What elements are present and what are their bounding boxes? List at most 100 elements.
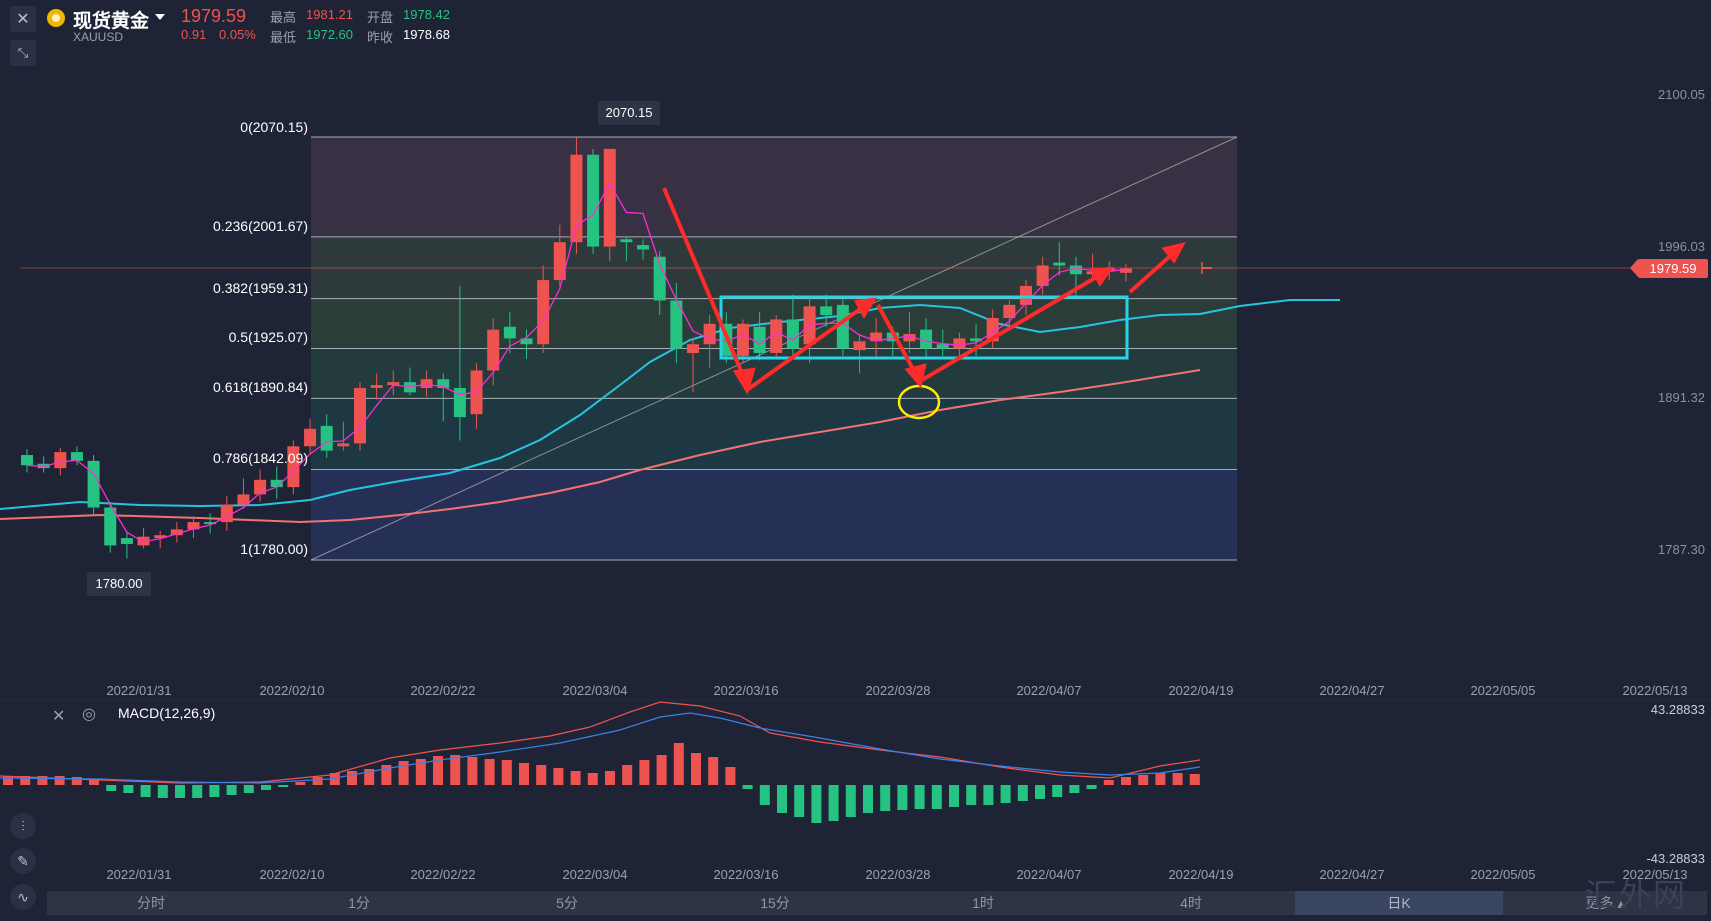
date-axis-tick: 2022/05/05 — [1470, 683, 1536, 698]
macd-bar — [1069, 785, 1080, 793]
candle-body — [770, 319, 783, 353]
macd-bar — [450, 755, 461, 785]
timeframe-tab[interactable]: 15分 — [760, 895, 790, 911]
low-value: 1972.60 — [306, 27, 353, 42]
close-icon[interactable]: ✕ — [10, 6, 36, 32]
macd-bar — [192, 785, 203, 798]
gold-coin-icon — [47, 9, 65, 27]
instrument-symbol: XAUUSD — [73, 30, 124, 44]
macd-date-tick: 2022/04/07 — [1016, 867, 1082, 882]
collapse-icon[interactable]: ⤡ — [10, 40, 36, 66]
macd-bar — [897, 785, 908, 810]
last-price: 1979.59 — [181, 6, 247, 26]
price-axis-tick: 1891.32 — [1658, 390, 1705, 405]
candle-body — [953, 338, 966, 349]
more-label: 更多 — [1585, 895, 1614, 911]
timeframe-tab-active[interactable]: 日K — [1295, 891, 1503, 915]
settings-icon[interactable]: ◎ — [82, 706, 96, 723]
macd-date-tick: 2022/02/22 — [410, 867, 476, 882]
macd-bar — [54, 776, 65, 785]
prev-close-value: 1978.68 — [403, 27, 450, 42]
chart-type-icon[interactable]: ∿ — [10, 884, 36, 910]
macd-bar — [71, 777, 82, 785]
candlesticks — [21, 137, 1132, 559]
macd-bar — [398, 761, 409, 785]
macd-bar — [1155, 773, 1166, 785]
macd-bar — [209, 785, 220, 797]
macd-bar — [914, 785, 925, 809]
indicator-icon[interactable]: ⫶ — [10, 813, 36, 839]
macd-bar — [587, 773, 598, 785]
macd-bar — [415, 759, 426, 785]
macd-bar — [123, 785, 134, 793]
candle-body — [487, 329, 500, 371]
prev-close-label: 昨收 — [367, 30, 394, 45]
candle-body — [337, 443, 350, 447]
candle-body — [853, 341, 866, 351]
draw-icon[interactable]: ✎ — [10, 848, 36, 874]
macd-bar — [1103, 780, 1114, 785]
ma-long-line — [0, 369, 1201, 524]
date-axis-tick: 2022/04/07 — [1016, 683, 1082, 698]
macd-bar — [742, 785, 753, 789]
candle-body — [420, 379, 433, 388]
date-axis-tick: 2022/05/13 — [1622, 683, 1688, 698]
macd-bar — [1035, 785, 1045, 799]
macd-bar — [226, 785, 237, 795]
timeframe-tab[interactable]: 分时 — [137, 895, 165, 911]
macd-date-tick: 2022/04/19 — [1168, 867, 1234, 882]
macd-bar — [828, 785, 839, 821]
candle-body — [320, 425, 333, 451]
candle-body — [753, 326, 766, 353]
macd-bar — [570, 771, 581, 785]
macd-bar — [983, 785, 994, 805]
close-indicator-icon[interactable]: ✕ — [52, 708, 66, 725]
macd-bar — [622, 765, 633, 785]
fibonacci-zone — [311, 469, 1237, 560]
open-value: 1978.42 — [403, 7, 450, 22]
date-axis-tick: 2022/03/16 — [713, 683, 779, 698]
macd-bar — [880, 785, 891, 811]
timeframe-tab[interactable]: 5分 — [556, 895, 578, 911]
macd-bar — [278, 785, 289, 787]
candle-body — [570, 154, 583, 243]
macd-axis-bottom: -43.28833 — [1646, 851, 1705, 866]
macd-bar — [347, 771, 357, 785]
candle-body — [87, 460, 100, 508]
ma-short-line — [26, 182, 1126, 543]
date-axis-tick: 2022/03/04 — [562, 683, 628, 698]
date-axis-tick: 2022/03/28 — [865, 683, 931, 698]
candle-body — [786, 319, 799, 349]
price-change: 0.91 — [181, 27, 207, 42]
candle-body — [736, 323, 749, 356]
watermark: 汇外网 — [1585, 876, 1688, 914]
more-button[interactable]: 更多 ▴ — [1585, 895, 1625, 911]
macd-date-tick: 2022/03/28 — [865, 867, 931, 882]
macd-date-tick: 2022/02/10 — [259, 867, 325, 882]
macd-bar — [931, 785, 942, 809]
fib-level-label: 0(2070.15) — [240, 119, 308, 135]
timeframe-tab[interactable]: 1分 — [348, 895, 370, 911]
timeframe-tab[interactable]: 4时 — [1180, 895, 1202, 911]
macd-dif-line — [0, 701, 1201, 784]
timeframe-tab[interactable]: 1时 — [972, 895, 994, 911]
macd-bar — [37, 776, 48, 785]
macd-bar — [3, 776, 13, 785]
macd-bar — [708, 757, 719, 785]
candle-body — [870, 332, 883, 342]
chevron-down-icon[interactable] — [155, 14, 165, 20]
candle-body — [970, 338, 983, 342]
macd-date-tick: 2022/01/31 — [106, 867, 172, 882]
price-axis-tick: 1787.30 — [1658, 542, 1705, 557]
candle-body — [54, 452, 67, 469]
candle-body — [670, 300, 683, 349]
instrument-name[interactable]: 现货黄金 — [73, 11, 150, 32]
candle-body — [187, 522, 200, 530]
high-marker: 2070.15 — [598, 101, 660, 125]
candle-body — [936, 344, 949, 349]
macd-bar — [329, 773, 340, 785]
macd-bar — [157, 785, 168, 798]
macd-date-tick: 2022/05/05 — [1470, 867, 1536, 882]
high-value: 1981.21 — [306, 7, 353, 22]
